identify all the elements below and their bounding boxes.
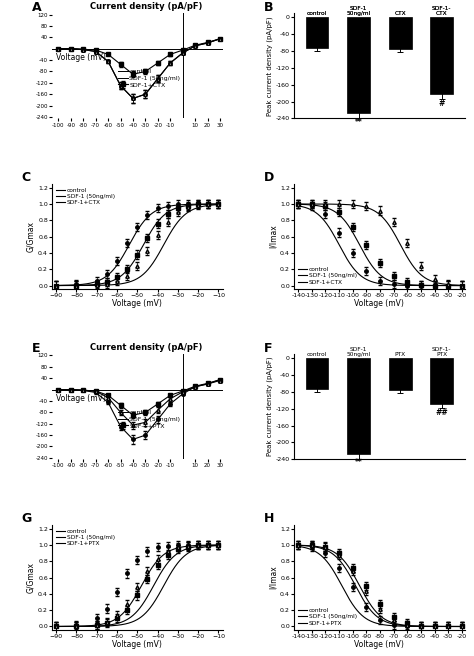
Bar: [347, 358, 370, 454]
X-axis label: Voltage (mV): Voltage (mV): [112, 640, 162, 649]
Text: control: control: [307, 12, 327, 16]
Bar: [430, 358, 453, 403]
Text: control: control: [307, 352, 327, 357]
Text: E: E: [32, 342, 40, 355]
Bar: [389, 17, 411, 49]
Text: PTX: PTX: [394, 352, 406, 357]
Bar: [389, 358, 411, 390]
Text: C: C: [21, 171, 31, 184]
Text: A: A: [32, 1, 41, 14]
X-axis label: Voltage (mV): Voltage (mV): [112, 299, 162, 308]
Y-axis label: Peak current density (pA/pF): Peak current density (pA/pF): [266, 16, 273, 115]
Text: G: G: [21, 512, 32, 525]
Text: SDF-1-
CTX: SDF-1- CTX: [432, 6, 451, 16]
Text: **: **: [355, 117, 363, 127]
Text: CTX: CTX: [394, 12, 406, 16]
Text: Current density (pA/pF): Current density (pA/pF): [90, 2, 202, 11]
Bar: [347, 17, 370, 113]
Text: Voltage (mV): Voltage (mV): [55, 394, 105, 403]
Text: **: **: [355, 459, 363, 468]
Text: SDF-1
50ng/ml: SDF-1 50ng/ml: [346, 6, 371, 16]
Legend: control, SDF-1 (50ng/ml), SDF-1+PTX: control, SDF-1 (50ng/ml), SDF-1+PTX: [55, 527, 116, 547]
Y-axis label: I/Imax: I/Imax: [268, 224, 277, 248]
Legend: control, SDF-1 (50ng/ml), SDF-1+CTX: control, SDF-1 (50ng/ml), SDF-1+CTX: [55, 186, 116, 207]
Text: H: H: [264, 512, 274, 525]
Text: CTX: CTX: [394, 10, 406, 16]
Legend: control, SDF-1 (50ng/ml), SDF-1+PTX: control, SDF-1 (50ng/ml), SDF-1+PTX: [117, 409, 182, 430]
Y-axis label: G/Gmax: G/Gmax: [27, 562, 36, 592]
X-axis label: Voltage (mV): Voltage (mV): [355, 640, 404, 649]
Text: ##: ##: [435, 408, 448, 417]
Text: control: control: [307, 10, 327, 16]
Text: SDF-1-
CTX: SDF-1- CTX: [432, 6, 451, 16]
Legend: control, SDF-1 (50ng/ml), SDF-1+CTX: control, SDF-1 (50ng/ml), SDF-1+CTX: [117, 68, 182, 89]
Text: F: F: [264, 342, 272, 355]
Bar: [430, 17, 453, 94]
Legend: control, SDF-1 (50ng/ml), SDF-1+PTX: control, SDF-1 (50ng/ml), SDF-1+PTX: [297, 607, 358, 627]
Text: D: D: [264, 171, 273, 184]
Bar: [306, 17, 328, 48]
Text: Current density (pA/pF): Current density (pA/pF): [90, 343, 202, 352]
Text: #: #: [438, 98, 445, 108]
Text: Voltage (mV): Voltage (mV): [55, 53, 105, 62]
Y-axis label: G/Gmax: G/Gmax: [27, 220, 36, 252]
Y-axis label: I/Imax: I/Imax: [268, 565, 277, 589]
X-axis label: Voltage (mV): Voltage (mV): [355, 299, 404, 308]
Y-axis label: Peak current density (pA/pF): Peak current density (pA/pF): [266, 357, 273, 457]
Text: SDF-1
50ng/ml: SDF-1 50ng/ml: [346, 6, 371, 16]
Text: B: B: [264, 1, 273, 14]
Text: SDF-1-
PTX: SDF-1- PTX: [432, 346, 451, 357]
Legend: control, SDF-1 (50ng/ml), SDF-1+CTX: control, SDF-1 (50ng/ml), SDF-1+CTX: [297, 266, 358, 286]
Bar: [306, 358, 328, 388]
Text: SDF-1
50ng/ml: SDF-1 50ng/ml: [346, 346, 371, 357]
